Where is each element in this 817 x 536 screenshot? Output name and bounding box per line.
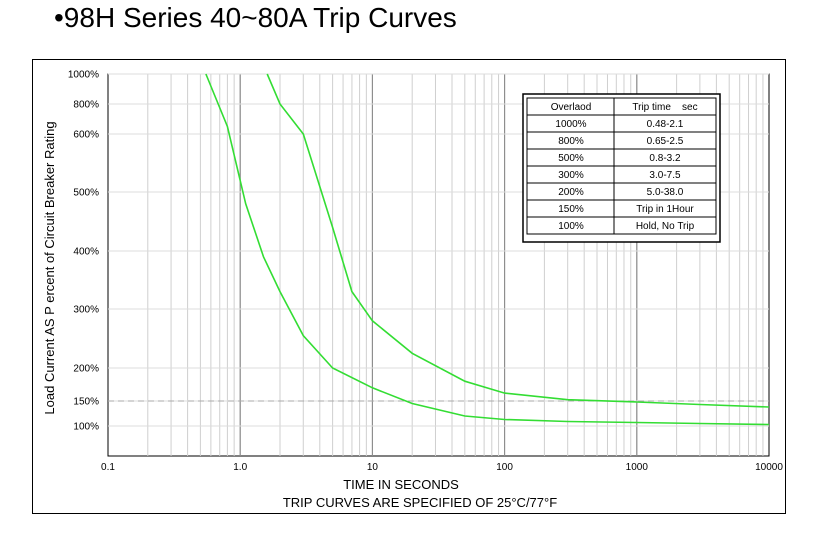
table-frame (522, 93, 721, 243)
x-tick-label: 10000 (755, 462, 783, 473)
series-layer (205, 73, 770, 426)
x-tick-label: 1.0 (233, 462, 247, 473)
y-tick-label: 100% (73, 422, 99, 433)
table-cell: 5.0-38.0 (647, 187, 684, 198)
x-tick-label: 10 (367, 462, 379, 473)
y-tick-label: 300% (73, 305, 99, 316)
x-tick-label: 100 (496, 462, 513, 473)
x-tick-label: 1000 (626, 462, 649, 473)
y-tick-label: 200% (73, 364, 99, 375)
y-tick-label: 600% (73, 130, 99, 141)
table-cell: Trip in 1Hour (636, 204, 694, 215)
y-tick-label: 150% (73, 397, 99, 408)
table-cell: 0.65-2.5 (647, 136, 684, 147)
trip-time-table: Overlaod Trip time sec 1000% 0.48-2.1 800% 0.… (522, 93, 721, 243)
table-cell: 3.0-7.5 (649, 170, 681, 181)
table-cell: 100% (558, 221, 584, 232)
y-tick-label: 500% (73, 188, 99, 199)
chart-frame (32, 59, 786, 514)
x-tick-label: 0.1 (101, 462, 115, 473)
x-axis-label: TIME IN SECONDS (343, 477, 459, 492)
table-cell: 200% (558, 187, 584, 198)
y-tick-label: 400% (73, 247, 99, 258)
table-cell: 500% (558, 153, 584, 164)
table-header-cell: Overlaod (551, 102, 592, 113)
table-cell: 800% (558, 136, 584, 147)
tick-layer: 0.1 1.0 10 100 1000 10000 100% 150% 200% 300% 400%… (68, 70, 783, 474)
table-cell: 1000% (555, 119, 586, 130)
page-title: •98H Series 40~80A Trip Curves (54, 2, 457, 33)
table-cell: 150% (558, 204, 584, 215)
y-tick-label: 1000% (68, 70, 99, 81)
y-axis-label: Load Current AS P ercent of Circuit Brea… (42, 121, 57, 414)
table-cell: 0.8-3.2 (649, 153, 681, 164)
table-cell: 0.48-2.1 (647, 119, 684, 130)
table-cell: 300% (558, 170, 584, 181)
table-cell: Hold, No Trip (636, 221, 695, 232)
x-axis-sublabel: TRIP CURVES ARE SPECIFIED OF 25°C/77°F (283, 495, 557, 510)
series-line-2 (266, 73, 770, 408)
table-header-cell: Trip time sec (632, 102, 697, 113)
series-line-1 (205, 73, 770, 426)
y-tick-label: 800% (73, 100, 99, 111)
